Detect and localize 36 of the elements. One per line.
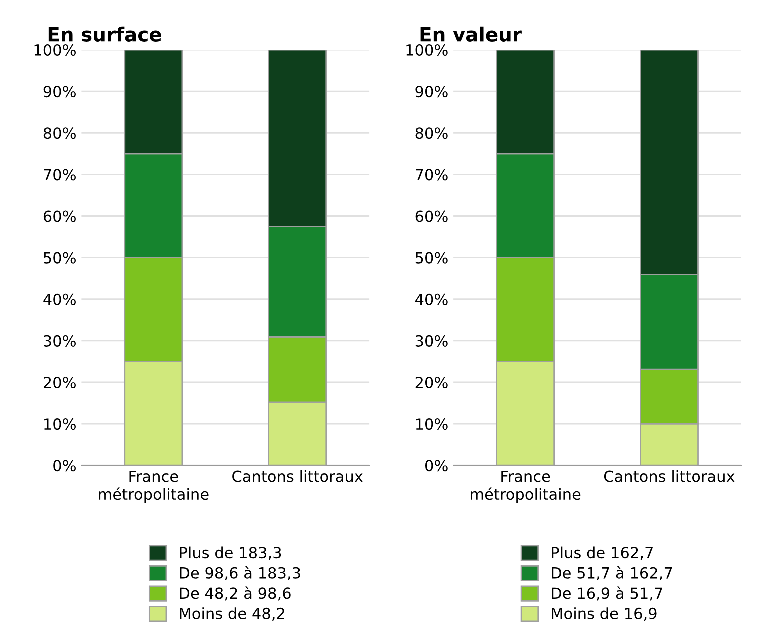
y-tick-label: 80% <box>44 128 76 140</box>
legend-label: De 98,6 à 183,3 <box>180 566 300 580</box>
y-tick-label: 40% <box>44 294 76 306</box>
y-tick-label: 50% <box>416 252 448 264</box>
y-tick-label: 0% <box>425 460 448 472</box>
x-tick-label: Cantons littoraux <box>232 470 363 482</box>
x-tick-label: France métropolitaine <box>471 470 581 504</box>
legend-label: De 48,2 à 98,6 <box>180 586 291 601</box>
legend-label: Moins de 48,2 <box>180 608 284 622</box>
y-tick-label: 100% <box>34 44 76 56</box>
y-tick-label: 0% <box>54 460 76 472</box>
legend-label: Moins de 16,9 <box>552 608 657 622</box>
x-tick-label: France métropolitaine <box>99 470 209 504</box>
y-tick-label: 20% <box>44 376 76 389</box>
y-tick-label: 100% <box>406 44 448 56</box>
chart-title: En surface <box>48 26 162 42</box>
y-tick-label: 10% <box>44 418 76 430</box>
x-tick-label: Cantons littoraux <box>604 470 735 482</box>
chart-title: En valeur <box>420 26 522 42</box>
y-tick-label: 90% <box>416 86 448 98</box>
legend-label: Plus de 183,3 <box>180 546 282 560</box>
y-tick-label: 80% <box>416 128 448 140</box>
y-tick-label: 10% <box>416 418 448 430</box>
y-tick-label: 60% <box>44 210 76 222</box>
y-tick-label: 20% <box>416 376 448 389</box>
legend-label: De 51,7 à 162,7 <box>552 566 672 580</box>
y-tick-label: 50% <box>44 252 76 264</box>
y-tick-label: 40% <box>416 294 448 306</box>
legend-label: De 16,9 à 51,7 <box>552 586 662 601</box>
y-tick-label: 70% <box>44 169 76 181</box>
y-tick-label: 30% <box>44 335 76 347</box>
y-tick-label: 30% <box>416 335 448 347</box>
y-tick-label: 70% <box>416 169 448 181</box>
y-tick-label: 60% <box>416 210 448 222</box>
y-tick-label: 90% <box>44 86 76 98</box>
legend-label: Plus de 162,7 <box>552 546 653 560</box>
